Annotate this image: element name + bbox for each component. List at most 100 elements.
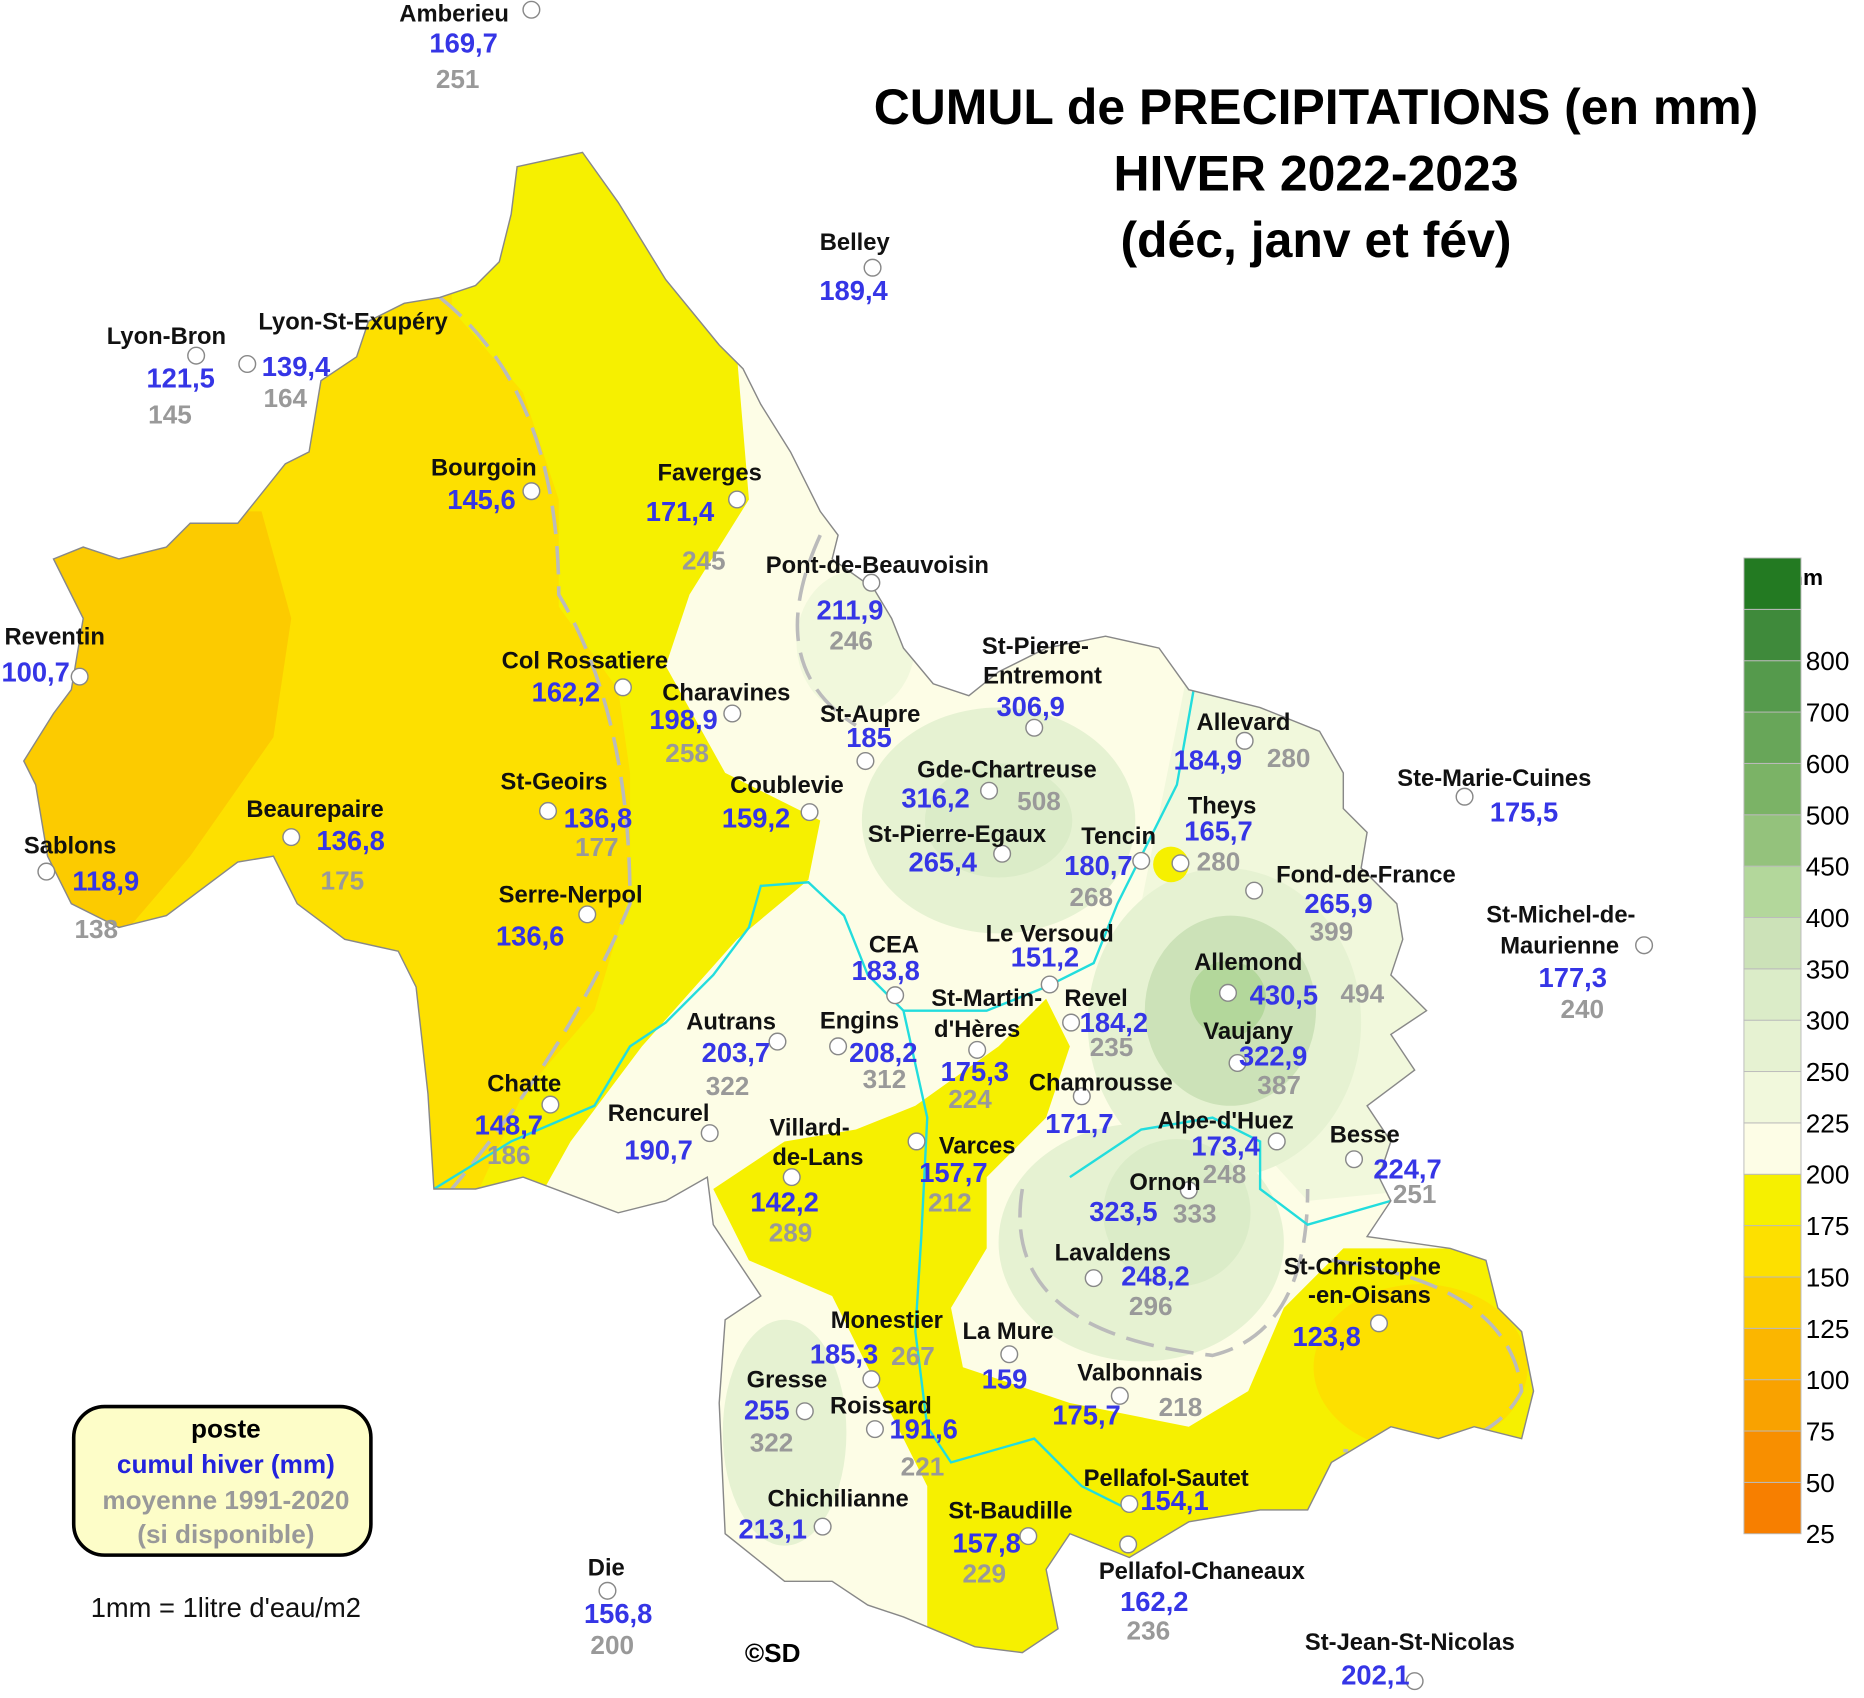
winter-total: 208,2 [849, 1037, 917, 1068]
station-name: -en-Oisans [1308, 1282, 1431, 1309]
winter-total: 323,5 [1089, 1196, 1157, 1227]
station-name: Beaurepaire [246, 796, 383, 823]
legend-swatch [1743, 1019, 1802, 1073]
winter-total: 306,9 [996, 691, 1064, 722]
station-name: Theys [1188, 792, 1257, 819]
station-marker [800, 803, 819, 822]
legend-tick-label: 100 [1806, 1365, 1850, 1395]
normal-1991-2020: 251 [1393, 1179, 1437, 1209]
key-line: poste [191, 1413, 261, 1443]
legend-tick-label: 450 [1806, 852, 1850, 882]
normal-1991-2020: 280 [1267, 743, 1311, 773]
winter-total: 157,7 [919, 1157, 987, 1188]
normal-1991-2020: 333 [1173, 1198, 1217, 1228]
station-marker [886, 986, 905, 1005]
normal-1991-2020: 164 [263, 383, 307, 413]
station-name: Autrans [686, 1009, 776, 1036]
winter-total: 151,2 [1011, 942, 1079, 973]
normal-1991-2020: 246 [829, 625, 873, 655]
legend-swatch [1743, 1379, 1802, 1432]
station-name: d'Hères [934, 1016, 1020, 1043]
winter-total: 430,5 [1250, 980, 1318, 1011]
legend-tick-label: 700 [1806, 698, 1850, 728]
station-marker [1369, 1314, 1389, 1333]
legend-swatch [1743, 660, 1802, 713]
station-name: St-Christophe [1284, 1254, 1441, 1281]
winter-total: 175,3 [941, 1056, 1009, 1087]
station-name: Col Rossatiere [502, 647, 668, 674]
legend-swatch [1743, 557, 1802, 610]
station-name: Lavaldens [1055, 1239, 1171, 1266]
station-marker [541, 1095, 560, 1114]
legend-swatch [1743, 1122, 1802, 1175]
station-marker [723, 704, 742, 723]
title: (déc, janv et fév) [1120, 212, 1511, 268]
winter-total: 136,8 [316, 825, 384, 856]
station-name: St-Baudille [948, 1497, 1072, 1524]
legend-swatch [1743, 968, 1802, 1021]
station-marker [1235, 731, 1254, 750]
station-marker [1040, 975, 1059, 994]
station-marker [993, 844, 1012, 863]
station-name: St-Pierre-Egaux [868, 821, 1047, 848]
winter-total: 175,7 [1052, 1399, 1120, 1430]
legend-tick-label: 500 [1806, 800, 1850, 830]
station-name: Pellafol-Chaneaux [1099, 1558, 1306, 1585]
title: HIVER 2022-2023 [1113, 145, 1518, 201]
station-marker [863, 258, 882, 277]
legend-tick-label: 200 [1806, 1160, 1850, 1190]
legend-swatch [1743, 1430, 1802, 1483]
winter-total: 203,7 [702, 1037, 770, 1068]
station-name: Entremont [983, 663, 1102, 690]
station-marker [862, 573, 881, 592]
winter-total: 154,1 [1140, 1485, 1208, 1516]
winter-total: 123,8 [1292, 1321, 1360, 1352]
legend-swatch [1743, 814, 1802, 867]
winter-total: 184,2 [1080, 1007, 1148, 1038]
legend-tick-label: 75 [1806, 1417, 1835, 1447]
legend-tick-label: 250 [1806, 1057, 1850, 1087]
normal-1991-2020: 258 [665, 738, 709, 768]
normal-1991-2020: 251 [436, 64, 480, 94]
station-marker [1405, 1672, 1424, 1691]
station-marker [1072, 1087, 1091, 1106]
winter-total: 198,9 [649, 704, 717, 735]
station-name: Monestier [831, 1307, 943, 1334]
winter-total: 255 [744, 1395, 790, 1426]
winter-total: 100,7 [1, 656, 69, 687]
winter-total: 224,7 [1373, 1153, 1441, 1184]
station-name: Lyon-Bron [107, 323, 226, 350]
station-name: La Mure [963, 1318, 1054, 1345]
winter-total: 211,9 [817, 595, 884, 626]
winter-total: 191,6 [889, 1414, 957, 1445]
winter-total: 171,4 [646, 496, 715, 527]
station-name: Revel [1064, 985, 1127, 1012]
station-marker [598, 1581, 617, 1600]
normal-1991-2020: 240 [1560, 994, 1604, 1024]
winter-total: 248,2 [1121, 1260, 1189, 1291]
station-marker [187, 346, 206, 365]
winter-total: 136,6 [496, 920, 564, 951]
winter-total: 156,8 [584, 1598, 652, 1629]
station-name: Varces [939, 1132, 1016, 1159]
station-name: St-Jean-St-Nicolas [1305, 1629, 1515, 1656]
station-marker [1110, 1386, 1129, 1405]
winter-total: 322,9 [1239, 1040, 1307, 1071]
station-marker [282, 828, 301, 847]
station-name: Tencin [1081, 823, 1156, 850]
winter-total: 185 [846, 722, 892, 753]
station-name: Gresse [747, 1367, 828, 1394]
normal-1991-2020: 322 [750, 1428, 794, 1458]
winter-total: 165,7 [1184, 816, 1252, 847]
winter-total: 162,2 [1120, 1586, 1188, 1617]
station-name: Roissard [830, 1393, 932, 1420]
normal-1991-2020: 235 [1090, 1032, 1134, 1062]
normal-1991-2020: 218 [1159, 1392, 1203, 1422]
station-name: Allemond [1194, 949, 1302, 976]
station-name: Ste-Marie-Cuines [1397, 765, 1591, 792]
station-name: Ornon [1129, 1169, 1200, 1196]
station-marker [768, 1032, 787, 1051]
normal-1991-2020: 387 [1257, 1070, 1301, 1100]
normal-1991-2020: 224 [948, 1084, 992, 1114]
